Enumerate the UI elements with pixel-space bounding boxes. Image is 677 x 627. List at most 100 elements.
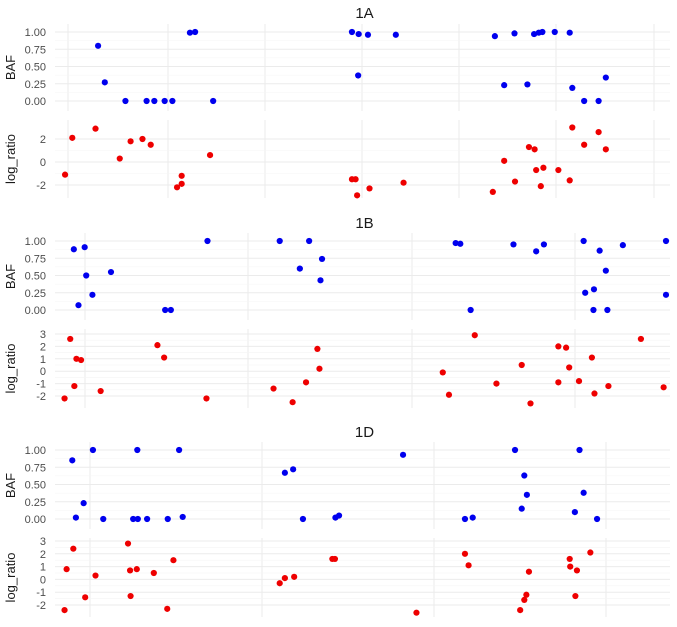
data-point <box>83 272 90 279</box>
y-tick-label: 0.00 <box>25 514 46 526</box>
data-point <box>511 446 519 454</box>
data-point <box>555 343 562 350</box>
data-point <box>521 596 528 603</box>
data-point <box>147 141 154 148</box>
data-point <box>439 369 446 376</box>
data-point <box>314 345 321 352</box>
data-point <box>493 380 500 387</box>
data-point <box>540 241 548 248</box>
data-point <box>571 508 578 516</box>
data-point <box>296 265 303 272</box>
data-point <box>637 335 645 343</box>
data-point <box>523 591 530 598</box>
data-point <box>510 241 517 248</box>
y-axis-label: log_ratio <box>3 134 18 184</box>
y-tick-label: -1 <box>36 379 46 391</box>
data-point <box>139 135 146 143</box>
data-point <box>70 545 77 552</box>
data-point <box>169 97 176 105</box>
data-point <box>602 146 609 153</box>
data-point <box>134 446 141 454</box>
data-point <box>130 515 137 523</box>
chart-title: 1D <box>355 424 374 441</box>
data-point <box>413 609 420 616</box>
data-point <box>302 379 310 386</box>
data-point <box>306 237 313 245</box>
data-point <box>331 555 339 563</box>
data-point <box>605 382 612 390</box>
y-tick-label: 0.00 <box>25 305 46 317</box>
data-point <box>591 390 598 397</box>
panel-BAF: 0.00 0.25 0.50 0.75 1.00 BAF <box>3 442 670 529</box>
data-point <box>186 29 194 36</box>
data-point <box>355 30 362 38</box>
y-axis-label: log_ratio <box>3 344 18 394</box>
data-point <box>178 172 185 179</box>
y-tick-label: 3 <box>40 536 46 548</box>
y-tick-label: 0.00 <box>25 96 46 108</box>
data-point <box>566 177 573 184</box>
data-point <box>101 79 108 86</box>
data-point <box>176 446 183 454</box>
data-point <box>539 28 546 36</box>
data-point <box>170 557 177 564</box>
data-point <box>566 364 573 371</box>
data-point <box>61 171 69 178</box>
chart-title: 1A <box>355 5 373 22</box>
data-point <box>69 457 76 464</box>
data-point <box>581 97 588 105</box>
data-point <box>588 354 596 361</box>
data-point <box>580 237 587 245</box>
data-point <box>576 446 583 454</box>
data-point <box>596 247 603 254</box>
data-point <box>318 255 326 263</box>
data-point <box>501 157 508 164</box>
data-point <box>191 28 199 36</box>
data-point <box>154 342 161 349</box>
data-point <box>161 97 168 105</box>
data-point <box>80 500 87 507</box>
data-point <box>203 395 210 402</box>
data-point <box>124 540 132 547</box>
y-tick-label: 0.50 <box>25 62 46 74</box>
data-point <box>348 28 356 36</box>
data-point <box>270 385 277 392</box>
data-point <box>167 306 174 314</box>
data-point <box>517 607 524 614</box>
data-point <box>143 97 150 105</box>
data-point <box>70 246 77 253</box>
data-point <box>595 129 602 136</box>
data-point <box>580 489 587 496</box>
data-point <box>581 141 588 148</box>
data-point <box>555 166 562 174</box>
data-point <box>662 291 670 298</box>
panel-BAF: 0.00 0.25 0.50 0.75 1.00 BAF <box>3 233 670 320</box>
data-point <box>178 180 185 187</box>
chart-title: 1B <box>355 215 373 232</box>
data-point <box>662 237 670 245</box>
y-tick-label: 1.00 <box>25 27 46 39</box>
data-point <box>82 594 89 601</box>
data-point <box>127 592 134 600</box>
data-point <box>531 146 538 153</box>
data-point <box>151 97 158 105</box>
data-point <box>590 286 598 293</box>
data-point <box>89 291 96 298</box>
data-point <box>518 505 525 512</box>
y-tick-label: 0.25 <box>25 497 46 509</box>
data-point <box>518 361 525 369</box>
data-point <box>590 306 597 314</box>
y-tick-label: 0 <box>40 366 46 378</box>
data-point <box>604 306 611 314</box>
y-tick-label: 2 <box>40 341 46 353</box>
data-point <box>335 512 343 519</box>
data-point <box>354 192 361 199</box>
data-point <box>555 379 562 386</box>
data-point <box>511 178 519 185</box>
y-tick-label: 0.25 <box>25 288 46 300</box>
y-axis-label: BAF <box>3 473 18 498</box>
y-tick-label: -2 <box>36 180 46 192</box>
data-point <box>276 237 283 245</box>
data-point <box>134 515 141 523</box>
